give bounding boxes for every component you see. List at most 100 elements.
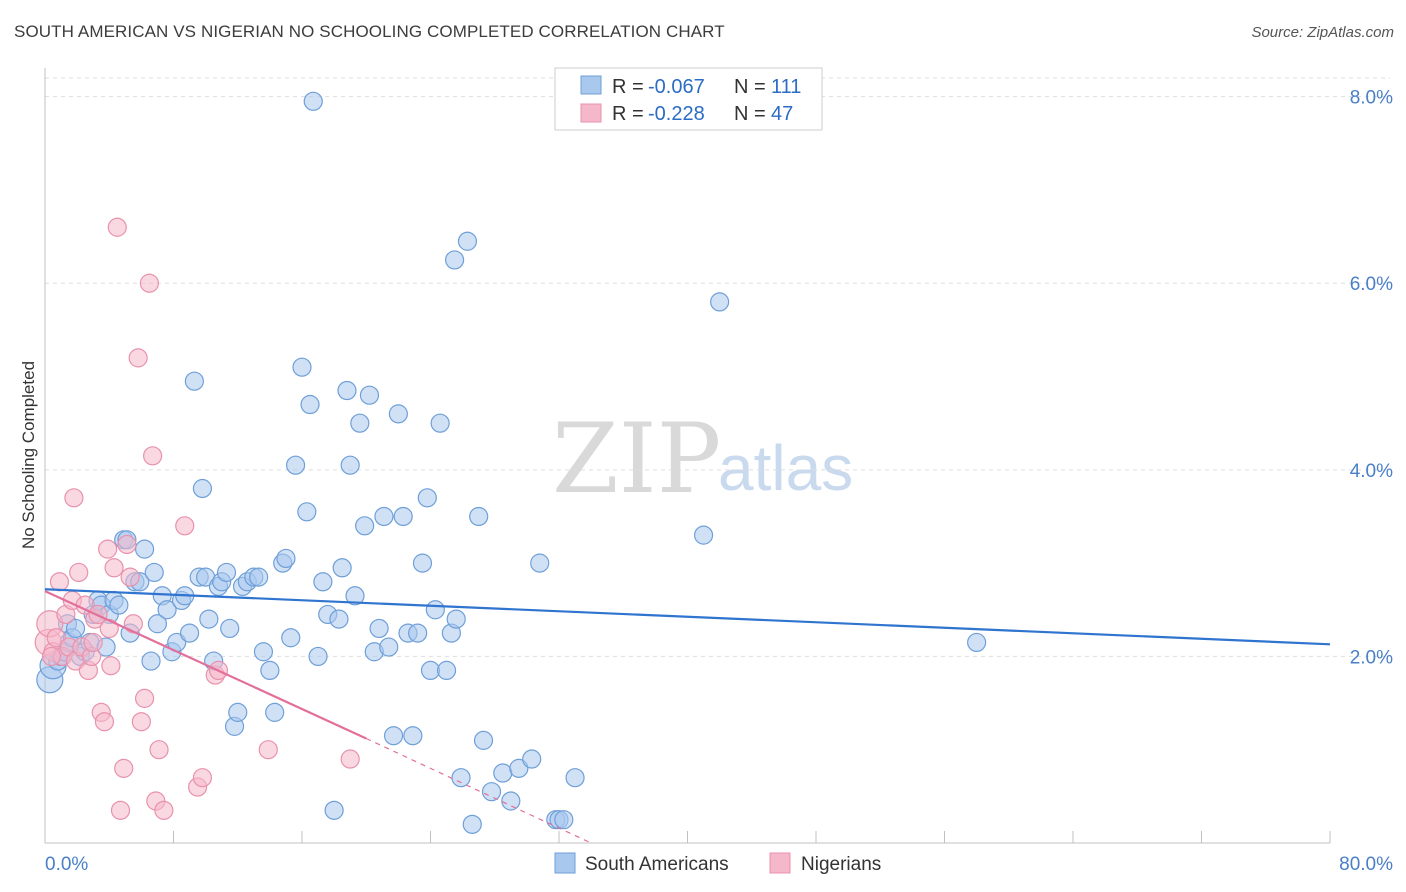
south-american-point-84: [412, 553, 433, 573]
south-american-point-71: [350, 413, 370, 433]
nigerian-point-26: [120, 567, 140, 587]
south-american-point-93: [457, 231, 478, 251]
nigerian-point-44: [99, 618, 119, 639]
south-american-point-70: [345, 586, 365, 606]
nigerian-point-23: [110, 800, 131, 820]
south-american-point-24: [134, 539, 155, 559]
nigerian-point-3: [46, 628, 66, 648]
nigerian-point-30: [134, 688, 155, 708]
south-american-point-37: [192, 478, 213, 499]
south-american-point-95: [469, 506, 489, 527]
nigerians-trend-extension: [365, 737, 592, 844]
bottom-legend-label-blue: South Americans: [585, 854, 729, 875]
nigerian-point-31: [139, 273, 160, 293]
y-tick-label-1: 4.0%: [1350, 461, 1393, 482]
nigerian-point-27: [123, 614, 143, 634]
nigerian-point-21: [104, 558, 124, 578]
x-tick-label-max: 80.0%: [1339, 854, 1393, 875]
south-american-point-77: [379, 637, 399, 657]
y-axis-label: No Schooling Completed: [19, 361, 38, 549]
south-american-point-101: [522, 749, 542, 769]
y-tick-labels: 2.0% 4.0% 6.0% 8.0%: [1350, 88, 1393, 669]
south-american-point-105: [554, 810, 574, 830]
south-american-point-82: [403, 726, 423, 746]
south-american-point-73: [359, 385, 380, 405]
nigerian-point-45: [83, 632, 103, 653]
south-american-point-66: [329, 609, 349, 629]
south-american-point-25: [141, 651, 161, 671]
south-american-point-110: [444, 250, 465, 270]
south-american-point-55: [276, 548, 296, 569]
axes: [44, 68, 1331, 844]
south-american-point-89: [436, 660, 457, 681]
chart-title: SOUTH AMERICAN VS NIGERIAN NO SCHOOLING …: [14, 22, 725, 41]
bottom-legend-label-pink: Nigerians: [801, 854, 881, 875]
south-american-point-18: [109, 595, 129, 615]
x-tick-labels: 0.0% 80.0%: [45, 854, 1393, 875]
nigerian-point-25: [117, 534, 137, 555]
nigerian-point-41: [258, 740, 278, 760]
south-american-point-44: [220, 618, 240, 639]
south-american-point-98: [493, 763, 513, 783]
south-american-point-87: [425, 600, 445, 620]
legend-swatch-pink: [580, 103, 602, 123]
south-american-point-62: [308, 646, 328, 667]
south-american-point-69: [340, 455, 360, 475]
nigerian-point-32: [143, 446, 163, 466]
trend-lines: [44, 588, 1331, 844]
legend-n-value-pink: 47: [771, 103, 793, 125]
source-label: Source: ZipAtlas.com: [1251, 24, 1394, 41]
south-american-point-29: [157, 600, 177, 620]
south-american-point-61: [303, 91, 323, 111]
south-american-point-63: [313, 572, 333, 592]
stats-legend: R = -0.067 N = 111 R = -0.228 N = 47: [554, 67, 823, 131]
legend-r-label-blue: R =: [612, 76, 644, 98]
south-american-point-91: [446, 609, 466, 629]
nigerian-point-36: [175, 516, 195, 536]
south-american-point-100: [509, 758, 529, 778]
nigerians-points: [34, 217, 360, 820]
south-american-point-80: [393, 506, 413, 527]
y-tick-label-3: 8.0%: [1350, 88, 1393, 109]
south-american-point-75: [369, 618, 389, 639]
south-american-point-58: [292, 357, 312, 377]
legend-r-value-pink: -0.228: [648, 103, 705, 125]
south-american-point-8: [65, 618, 86, 639]
legend-n-label-pink: N =: [734, 103, 766, 125]
south-americans-trend-line: [44, 588, 1331, 646]
south-american-point-53: [265, 702, 285, 722]
south-american-point-35: [184, 371, 204, 391]
south-american-point-43: [216, 562, 237, 583]
south-american-point-86: [420, 660, 441, 681]
legend-n-label-blue: N =: [734, 76, 766, 98]
south-american-point-39: [199, 609, 219, 629]
legend-r-value-blue: -0.067: [648, 76, 705, 98]
south-american-point-65: [324, 800, 344, 820]
south-american-point-79: [388, 404, 408, 424]
nigerians-trend-line: [44, 590, 367, 740]
south-american-point-50: [249, 567, 269, 587]
nigerian-point-29: [131, 712, 151, 732]
nigerian-point-19: [98, 539, 118, 559]
south-american-point-85: [417, 488, 437, 508]
nigerian-point-24: [114, 758, 134, 778]
south-american-point-78: [383, 726, 404, 746]
grid-lines: [45, 77, 1390, 657]
nigerian-point-42: [340, 749, 360, 769]
nigerian-point-46: [41, 646, 62, 667]
south-american-point-97: [481, 782, 502, 802]
south-american-point-68: [337, 380, 357, 401]
nigerian-point-18: [94, 712, 115, 732]
legend-swatch-blue: [580, 75, 602, 95]
nigerian-point-10: [69, 562, 89, 583]
south-american-point-60: [300, 394, 320, 415]
south-american-point-88: [430, 413, 450, 433]
nigerian-point-34: [149, 740, 169, 760]
south-american-point-99: [501, 791, 521, 811]
south-american-point-102: [530, 553, 550, 573]
south-american-point-76: [374, 506, 394, 527]
y-tick-label-0: 2.0%: [1350, 647, 1393, 668]
series-legend: South Americans Nigerians: [554, 852, 881, 875]
nigerian-point-4: [49, 572, 70, 592]
legend-r-label-pink: R =: [612, 103, 644, 125]
